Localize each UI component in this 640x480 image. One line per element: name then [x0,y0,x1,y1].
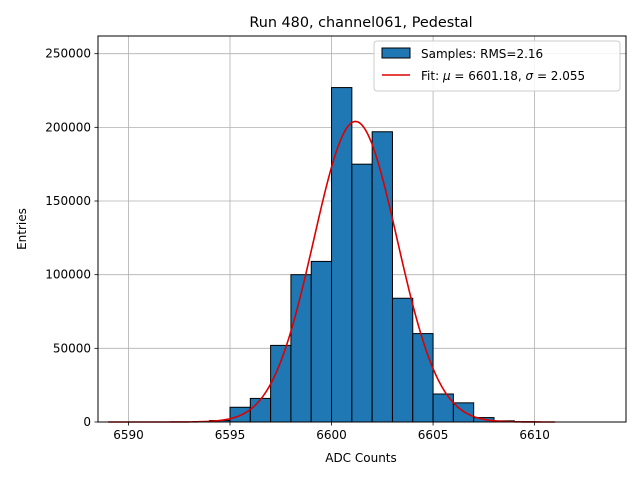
histogram-bar [351,163,373,423]
x-axis-ticks: 6590 6595 6600 6605 6610 [113,422,550,442]
legend-mu-symbol: μ [442,69,451,83]
y-tick-label: 100000 [45,268,91,282]
y-axis-label: Entries [15,208,29,250]
legend-samples-label: Samples: RMS=2.16 [421,47,543,61]
histogram-bar [249,397,272,423]
x-tick-label: 6610 [519,428,550,442]
histogram-bar [270,344,292,423]
legend-sigma-symbol: σ [526,69,534,83]
y-tick-label: 150000 [45,194,91,208]
x-tick-label: 6605 [418,428,449,442]
legend-mu-value: = 6601.18, [451,69,526,83]
x-tick-label: 6595 [215,428,246,442]
legend-fit-label: Fit: μ = 6601.18, σ = 2.055 [421,69,585,83]
y-tick-label: 200000 [45,120,91,134]
histogram-bar [412,333,434,423]
x-axis-label: ADC Counts [325,451,397,465]
y-tick-label: 0 [83,415,91,429]
chart-title: Run 480, channel061, Pedestal [249,15,472,31]
histogram-bar [310,260,333,423]
legend-samples-swatch [381,47,411,59]
x-tick-label: 6590 [113,428,144,442]
legend-box [373,40,621,92]
y-axis-ticks: 0 50000 100000 150000 200000 250000 [45,47,98,429]
y-tick-label: 50000 [53,341,91,355]
legend-sigma-value: = 2.055 [533,69,585,83]
legend: Samples: RMS=2.16 Fit: μ = 6601.18, σ = … [373,40,621,92]
y-tick-label: 250000 [45,47,91,61]
plot-frame [97,35,627,423]
x-tick-label: 6600 [316,428,347,442]
histogram-bars [209,87,536,423]
histogram-bar [391,297,414,423]
legend-fit-prefix: Fit: [421,69,443,83]
